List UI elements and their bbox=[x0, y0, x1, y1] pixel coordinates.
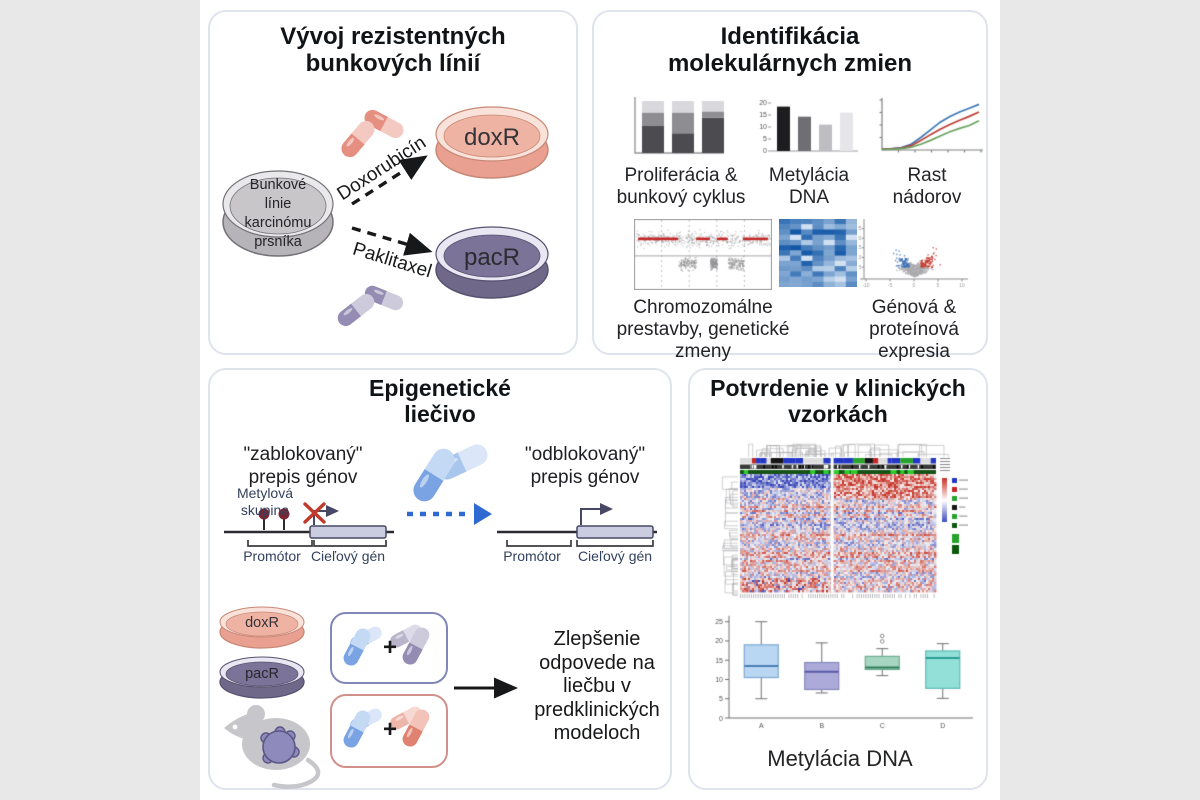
caption-chromosomal: Chromozomálne prestavby, genetické zmeny bbox=[616, 297, 790, 362]
methylation-boxplot bbox=[701, 608, 977, 740]
tumor-icon bbox=[260, 726, 300, 764]
gene-bracket bbox=[313, 540, 387, 547]
panel-clinical-validation: Potvrdenie v klinických vzorkách Metylác… bbox=[688, 368, 988, 790]
expression-heatmap bbox=[779, 219, 857, 287]
drug-action-arrowhead bbox=[474, 503, 492, 525]
panel-title-clinical: Potvrdenie v klinických vzorkách bbox=[710, 375, 966, 427]
target-gene-box bbox=[309, 525, 387, 539]
source-dish-label: Bunkové línie karcinómu prsníka bbox=[244, 177, 312, 250]
doxR-dish-label: doxR bbox=[463, 124, 521, 151]
boxplot-caption: Metylácia DNA bbox=[767, 746, 913, 771]
panel-title-epigenetic: Epigenetické liečivo bbox=[369, 375, 511, 427]
volcano-plot bbox=[858, 213, 970, 293]
plus-sign-1: + bbox=[382, 634, 397, 661]
panel-molecular-changes: Identifikácia molekulárnych zmien Prolif… bbox=[592, 10, 988, 362]
promoter-label-right: Promótor bbox=[503, 548, 561, 564]
target-gene-label-left: Cieľový gén bbox=[310, 548, 386, 564]
petri-dish-source bbox=[222, 170, 334, 257]
methylation-bar-chart bbox=[755, 95, 860, 159]
pill-icons-develop bbox=[337, 109, 404, 327]
caption-methylation: Metylácia DNA bbox=[768, 165, 850, 208]
caption-proliferation: Proliferácia & bunkový cyklus bbox=[616, 165, 746, 208]
panel-resistant-cell-lines: Vývoj rezistentných bunkových línií bbox=[208, 10, 578, 355]
combo-box-paclitaxel bbox=[330, 612, 448, 684]
clinical-methylation-heatmap bbox=[718, 442, 968, 604]
target-gene-label-right: Cieľový gén bbox=[577, 548, 653, 564]
caption-expression: Génová & proteínová expresia bbox=[869, 297, 959, 362]
promoter-bracket bbox=[247, 540, 313, 547]
arrow-paclitaxel bbox=[351, 226, 433, 256]
promoter-label-left: Promótor bbox=[243, 548, 301, 564]
epigenetic-illustration bbox=[219, 444, 657, 790]
blocked-x-icon bbox=[303, 502, 326, 524]
panel-title-develop: Vývoj rezistentných bunkových línií bbox=[280, 23, 506, 77]
outcome-text: Zlepšenie odpovede na liečbu v predklini… bbox=[534, 628, 660, 745]
pacR-small-label: pacR bbox=[245, 666, 279, 682]
petri-dish-doxR-small bbox=[219, 606, 305, 649]
methyl-group-icon bbox=[278, 508, 290, 520]
pill-icons-epigenetic bbox=[343, 444, 488, 748]
target-gene-box bbox=[576, 525, 654, 539]
blocked-transcription-label: "zablokovaný" prepis génov bbox=[243, 444, 363, 489]
gene-bracket bbox=[576, 540, 654, 547]
petri-dish-doxR bbox=[435, 106, 549, 179]
plus-sign-2: + bbox=[382, 716, 397, 743]
petri-dish-pacR-small bbox=[219, 656, 305, 699]
mouse-icon bbox=[224, 705, 321, 790]
tumor-growth-line-chart bbox=[868, 94, 985, 158]
panel-title-identify: Identifikácia molekulárnych zmien bbox=[667, 23, 913, 77]
transcription-arrow bbox=[580, 503, 613, 525]
pacR-dish-label: pacR bbox=[463, 244, 521, 271]
caption-tumor-growth: Rast nádorov bbox=[892, 165, 962, 208]
unblocked-transcription-label: "odblokovaný" prepis génov bbox=[524, 444, 646, 489]
develop-illustration bbox=[222, 106, 549, 327]
promoter-bracket bbox=[506, 540, 572, 547]
methyl-group-label: Metylová skupina bbox=[236, 485, 294, 518]
doxR-small-label: doxR bbox=[245, 615, 279, 631]
cnv-scatter-plot bbox=[634, 219, 772, 290]
arrow-doxorubicin bbox=[351, 155, 428, 206]
proliferation-stacked-bar-chart bbox=[628, 95, 725, 159]
panel-epigenetic-drug: Epigenetické liečivo bbox=[208, 368, 672, 790]
gene-diagram-blocked bbox=[224, 502, 394, 547]
petri-dish-pacR bbox=[435, 226, 549, 299]
gene-diagram-unblocked bbox=[497, 503, 657, 547]
methyl-group-icon bbox=[258, 508, 270, 520]
combo-box-doxorubicin bbox=[330, 694, 448, 768]
